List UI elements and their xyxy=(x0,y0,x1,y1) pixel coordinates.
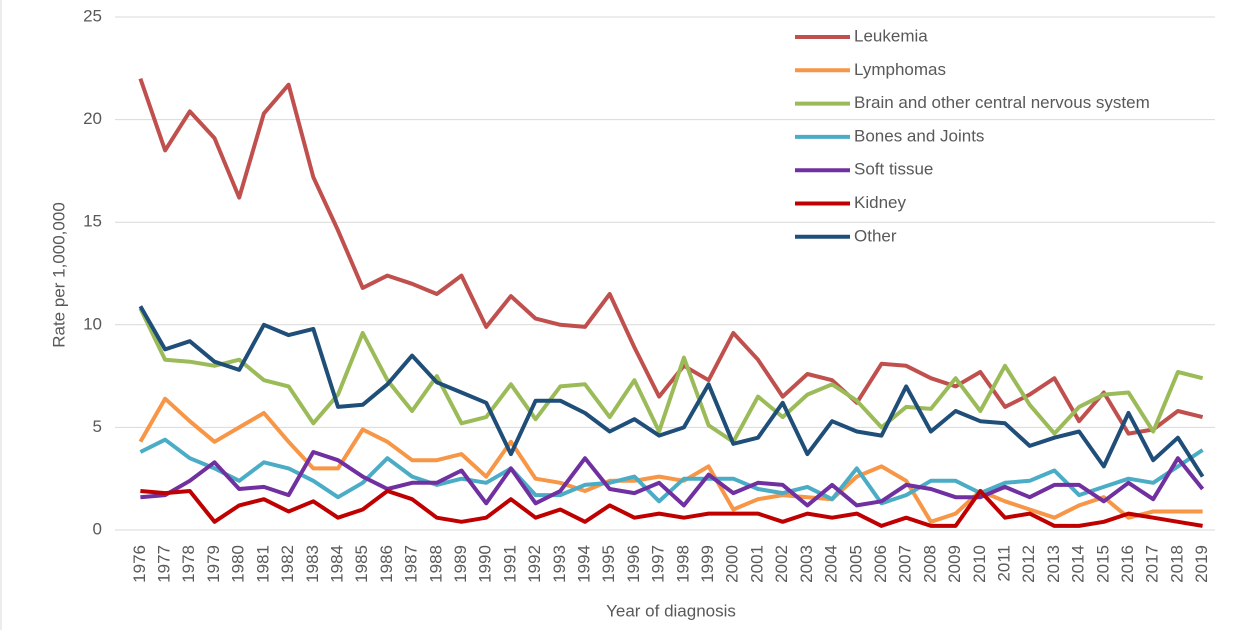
x-tick-label: 2007 xyxy=(896,545,915,583)
x-tick-label: 1983 xyxy=(303,545,322,583)
y-tick-label: 25 xyxy=(83,6,102,25)
x-tick-label: 1985 xyxy=(352,545,371,583)
x-tick-label: 2012 xyxy=(1019,545,1038,583)
x-tick-label: 2002 xyxy=(772,545,791,583)
x-axis-title: Year of diagnosis xyxy=(606,601,736,620)
x-tick-label: 1996 xyxy=(624,545,643,583)
x-tick-label: 1993 xyxy=(550,545,569,583)
y-tick-label: 15 xyxy=(83,212,102,231)
series-line xyxy=(140,489,1203,528)
x-tick-label: 1986 xyxy=(377,545,396,583)
legend-label: Soft tissue xyxy=(854,160,933,179)
legend-label: Bones and Joints xyxy=(854,126,984,145)
x-tick-label: 1999 xyxy=(698,545,717,583)
x-tick-label: 1988 xyxy=(426,545,445,583)
x-tick-label: 2001 xyxy=(747,545,766,583)
x-tick-label: 1981 xyxy=(253,545,272,583)
y-tick-label: 10 xyxy=(83,314,102,333)
x-tick-label: 1998 xyxy=(673,545,692,583)
x-tick-label: 1978 xyxy=(179,545,198,583)
legend-label: Other xyxy=(854,226,897,245)
legend-label: Lymphomas xyxy=(854,60,946,79)
series-line xyxy=(138,305,1205,478)
x-tick-label: 2004 xyxy=(822,545,841,583)
x-tick-label: 1980 xyxy=(229,545,248,583)
x-tick-label: 1994 xyxy=(575,545,594,583)
legend-label: Leukemia xyxy=(854,26,928,45)
x-tick-label: 2010 xyxy=(970,545,989,583)
series-line xyxy=(138,396,1203,524)
x-tick-label: 2017 xyxy=(1143,545,1162,583)
x-tick-label: 1976 xyxy=(130,545,149,583)
x-tick-label: 2000 xyxy=(723,545,742,583)
x-tick-label: 2019 xyxy=(1192,545,1211,583)
x-tick-label: 1992 xyxy=(525,545,544,583)
series-line xyxy=(140,450,1205,508)
x-tick-label: 1982 xyxy=(278,545,297,583)
series-line xyxy=(138,77,1204,436)
x-tick-label: 2018 xyxy=(1167,545,1186,583)
legend-label: Brain and other central nervous system xyxy=(854,93,1150,112)
x-tick-label: 1984 xyxy=(327,545,346,583)
x-tick-label: 2003 xyxy=(797,545,816,583)
x-tick-label: 1989 xyxy=(451,545,470,583)
x-tick-label: 2015 xyxy=(1093,545,1112,583)
y-tick-label: 0 xyxy=(93,519,102,538)
x-tick-label: 1990 xyxy=(476,545,495,583)
x-tick-label: 2006 xyxy=(871,545,890,583)
x-tick-label: 1995 xyxy=(599,545,618,583)
series-line xyxy=(138,307,1204,444)
series-line xyxy=(139,437,1204,506)
x-tick-label: 2016 xyxy=(1118,545,1137,583)
y-tick-label: 20 xyxy=(83,109,102,128)
y-axis-title: Rate per 1,000,000 xyxy=(49,202,68,348)
x-tick-label: 2005 xyxy=(846,545,865,583)
x-tick-label: 2008 xyxy=(920,545,939,583)
y-tick-label: 5 xyxy=(93,417,102,436)
x-tick-label: 1991 xyxy=(500,545,519,583)
x-tick-label: 1987 xyxy=(402,545,421,583)
x-tick-label: 2013 xyxy=(1044,545,1063,583)
x-tick-label: 2011 xyxy=(994,545,1013,582)
legend-label: Kidney xyxy=(854,193,906,212)
x-tick-label: 1997 xyxy=(649,545,668,583)
x-tick-label: 1979 xyxy=(204,545,223,583)
x-tick-label: 2009 xyxy=(945,545,964,583)
x-tick-label: 2014 xyxy=(1069,545,1088,583)
x-tick-label: 1977 xyxy=(155,545,174,583)
